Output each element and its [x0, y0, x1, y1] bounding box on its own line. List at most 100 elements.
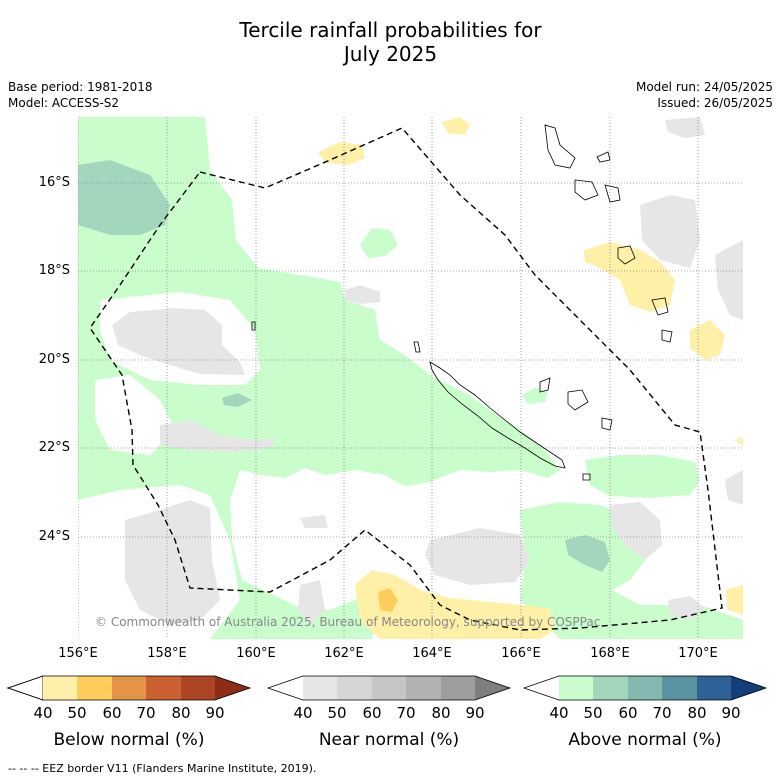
- cb3-seg-6: [731, 676, 766, 700]
- lat-label-20s: 20°S: [38, 352, 70, 367]
- cb1-outline: [6, 675, 252, 701]
- eez-border: [89, 127, 723, 631]
- below-normal-region-4: [690, 320, 725, 360]
- isle-of-pines: [582, 473, 591, 481]
- cb2-tick: 50: [327, 704, 347, 722]
- near-normal-region-12: [298, 580, 325, 625]
- colorbar-title-near: Near normal (%): [318, 730, 460, 750]
- loyalty-island-3: [601, 417, 613, 431]
- cb1-tick: 50: [67, 704, 87, 722]
- cb2-tick: 90: [465, 704, 485, 722]
- model-run: Model run: 24/05/2025: [635, 80, 773, 94]
- cb1-seg-4: [146, 676, 181, 700]
- vanuatu-island-1: [544, 124, 576, 169]
- lon-label-170e: 170°E: [678, 646, 718, 661]
- cb2-seg-5: [441, 676, 475, 700]
- vanuatu-island-7: [661, 329, 673, 343]
- cb3-tick: 40: [549, 704, 569, 722]
- near-normal-region-2: [160, 420, 275, 452]
- cb1-seg-2: [77, 676, 112, 700]
- cb2-seg-1: [303, 676, 337, 700]
- near-normal-region-3: [125, 500, 220, 625]
- small-islet-2: [413, 341, 421, 353]
- cb3-tick: 60: [618, 704, 638, 722]
- cb3-seg-1: [559, 676, 593, 700]
- lon-label-168e: 168°E: [590, 646, 630, 661]
- cb2-seg-2: [337, 676, 372, 700]
- below-normal-region-3: [584, 242, 675, 312]
- above-normal-50-60-small: [222, 393, 252, 407]
- cb1-tick: 80: [171, 704, 191, 722]
- lat-label-24s: 24°S: [38, 529, 70, 544]
- lon-label-156e: 156°E: [58, 646, 98, 661]
- vanuatu-island-6: [651, 297, 669, 316]
- eez-footnote: -- -- -- EEZ border V11 (Flanders Marine…: [8, 762, 317, 775]
- cb1-tick: 40: [33, 704, 53, 722]
- cb1-tick: 70: [136, 704, 156, 722]
- cb1-seg-3: [112, 676, 146, 700]
- cb1-seg-0: [6, 675, 44, 701]
- cb3-tick: 90: [721, 704, 741, 722]
- cb1-seg-1: [43, 676, 77, 700]
- colorbar-near-normal: [266, 675, 512, 701]
- cb3-tick: 70: [652, 704, 672, 722]
- lat-label-18s: 18°S: [38, 263, 70, 278]
- cb2-seg-6: [475, 676, 510, 700]
- map-area: © Commonwealth of Australia 2025, Bureau…: [78, 117, 743, 639]
- cb1-tick: 60: [102, 704, 122, 722]
- below-normal-50-60: [378, 588, 398, 612]
- lat-label-22s: 22°S: [38, 440, 70, 455]
- near-normal-region-7: [610, 502, 662, 560]
- near-normal-region-9: [665, 117, 705, 138]
- cb2-tick: 80: [431, 704, 451, 722]
- cb2-outline: [266, 675, 512, 701]
- near-normal-region-10: [715, 240, 743, 320]
- above-normal-50-60-east: [565, 535, 610, 572]
- loyalty-island-2: [567, 389, 589, 411]
- lon-label-160e: 160°E: [236, 646, 276, 661]
- cb3-tick: 80: [687, 704, 707, 722]
- vanuatu-island-4: [604, 184, 621, 203]
- cb3-seg-5: [697, 676, 731, 700]
- below-normal-region-6: [735, 437, 743, 446]
- lon-label-162e: 162°E: [324, 646, 364, 661]
- cb2-tick: 40: [293, 704, 313, 722]
- colorbar-below-normal: [6, 675, 252, 701]
- near-normal-region-4: [345, 285, 380, 304]
- issued-date: Issued: 26/05/2025: [657, 96, 773, 110]
- near-normal-region-5: [300, 515, 328, 528]
- below-normal-region-2: [442, 117, 470, 135]
- white-gap-1: [95, 375, 175, 455]
- lon-label-164e: 164°E: [412, 646, 452, 661]
- cb1-seg-5: [181, 676, 215, 700]
- below-normal-region-1: [318, 142, 365, 165]
- cb3-seg-4: [662, 676, 697, 700]
- title-line-1: Tercile rainfall probabilities for: [239, 18, 542, 42]
- cb2-seg-4: [406, 676, 441, 700]
- base-period: Base period: 1981-2018: [8, 80, 153, 94]
- small-islet-1: [251, 321, 256, 331]
- cb1-tick: 90: [205, 704, 225, 722]
- vanuatu-island-2: [574, 179, 599, 201]
- below-normal-region-south: [355, 570, 555, 639]
- title-line-2: July 2025: [343, 42, 438, 66]
- map-title: Tercile rainfall probabilities for July …: [0, 18, 781, 66]
- cb3-seg-3: [628, 676, 662, 700]
- vanuatu-island-5: [617, 245, 636, 265]
- vanuatu-island-3: [596, 151, 611, 163]
- lat-label-16s: 16°S: [38, 175, 70, 190]
- meta-left: Base period: 1981-2018 Model: ACCESS-S2: [8, 79, 153, 111]
- gridlines: [78, 117, 743, 639]
- cb2-tick: 60: [362, 704, 382, 722]
- cb3-tick: 50: [583, 704, 603, 722]
- cb3-seg-2: [593, 676, 628, 700]
- coastlines: [251, 124, 673, 481]
- near-normal-region-8: [640, 195, 700, 268]
- cb3-outline: [522, 675, 768, 701]
- near-normal-region-1: [112, 308, 245, 375]
- copyright-text: © Commonwealth of Australia 2025, Bureau…: [95, 615, 600, 629]
- cb1-seg-6: [215, 676, 250, 700]
- colorbar-title-above: Above normal (%): [568, 730, 722, 750]
- cb2-tick: 70: [396, 704, 416, 722]
